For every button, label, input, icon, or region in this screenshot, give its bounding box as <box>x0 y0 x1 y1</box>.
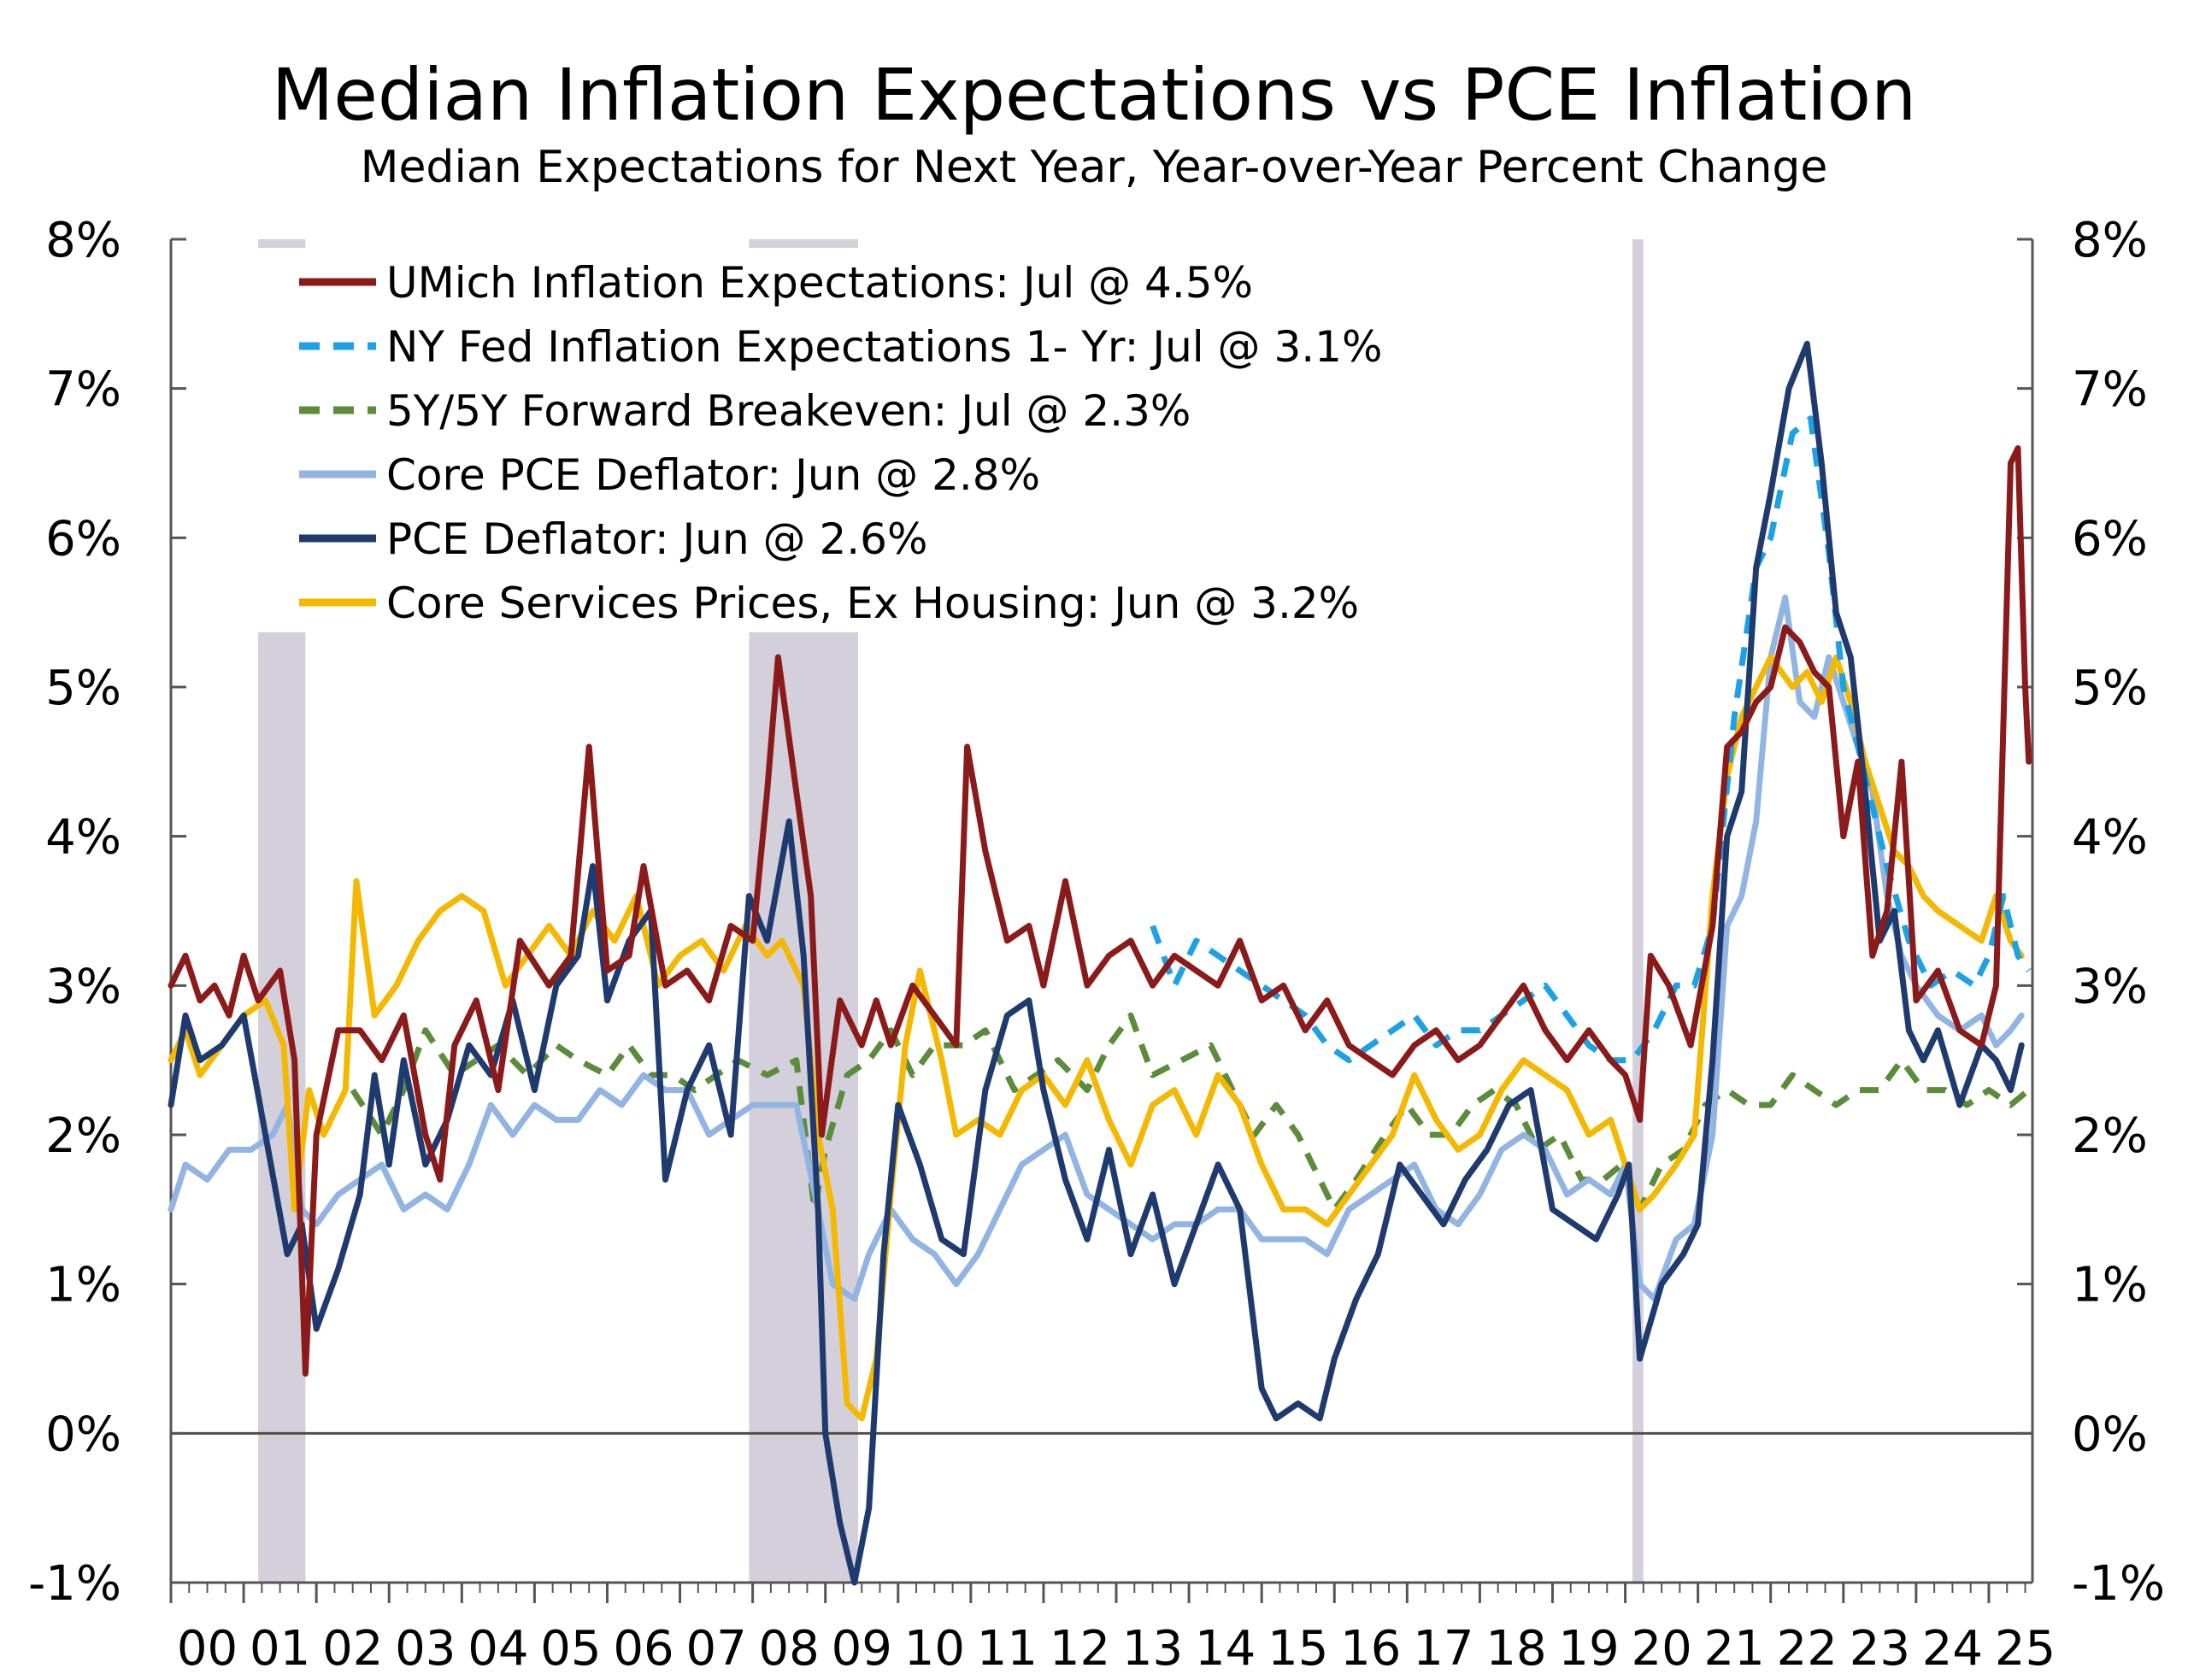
axis-ticks: -1% -1% 0% 0% 1% 1% 2% 2% 3% 3% 4% 4% 5% 5% 6% 6% 7% 7% 8%… <box>28 213 2165 1677</box>
y-tick-label-right: -1% <box>2072 1556 2165 1612</box>
y-tick-label-left: -1% <box>28 1556 121 1612</box>
x-tick-label: 12 <box>1050 1621 1110 1677</box>
x-tick-label: 03 <box>395 1621 456 1677</box>
x-tick-label: 21 <box>1704 1621 1765 1677</box>
x-tick-label: 01 <box>250 1621 310 1677</box>
y-tick-label-left: 5% <box>45 661 121 716</box>
legend-box <box>229 248 1593 632</box>
x-tick-label: 24 <box>1922 1621 1983 1677</box>
x-tick-label: 17 <box>1413 1621 1473 1677</box>
x-tick-label: 05 <box>540 1621 601 1677</box>
x-tick-label: 10 <box>904 1621 965 1677</box>
x-tick-label: 16 <box>1340 1621 1401 1677</box>
x-tick-label: 02 <box>322 1621 383 1677</box>
legend-label-0: UMich Inflation Expectations: Jul @ 4.5% <box>386 258 1253 308</box>
y-tick-label-left: 8% <box>45 213 121 268</box>
x-tick-label: 19 <box>1558 1621 1619 1677</box>
legend-label-2: 5Y/5Y Forward Breakeven: Jul @ 2.3% <box>386 386 1191 436</box>
chart-title: Median Inflation Expectations vs PCE Inf… <box>271 53 1917 137</box>
y-tick-label-left: 6% <box>45 511 121 567</box>
legend-label-5: Core Services Prices, Ex Housing: Jun @ … <box>386 579 1359 628</box>
y-tick-label-left: 0% <box>45 1407 121 1462</box>
x-tick-label: 07 <box>685 1621 746 1677</box>
x-tick-label: 25 <box>1995 1621 2056 1677</box>
y-tick-label-right: 7% <box>2072 362 2148 418</box>
x-tick-label: 00 <box>177 1621 238 1677</box>
series-line-4 <box>168 340 2025 1586</box>
y-tick-label-right: 2% <box>2072 1108 2148 1164</box>
series-line-0 <box>168 445 2032 1377</box>
x-tick-label: 08 <box>759 1621 820 1677</box>
series-lines <box>168 340 2032 1586</box>
x-tick-label: 20 <box>1631 1621 1691 1677</box>
x-tick-label: 14 <box>1195 1621 1256 1677</box>
series-line-1 <box>1150 415 2032 1064</box>
legend-label-1: NY Fed Inflation Expectations 1- Yr: Jul… <box>386 322 1382 372</box>
y-tick-label-right: 6% <box>2072 511 2148 567</box>
x-tick-label: 18 <box>1485 1621 1546 1677</box>
y-tick-label-right: 4% <box>2072 810 2148 866</box>
x-tick-label: 06 <box>613 1621 673 1677</box>
legend: UMich Inflation Expectations: Jul @ 4.5%… <box>229 248 1593 632</box>
y-tick-label-right: 3% <box>2072 959 2148 1014</box>
y-tick-label-left: 3% <box>45 959 121 1014</box>
recession-band-2 <box>1632 239 1644 1583</box>
y-tick-label-left: 4% <box>45 810 121 866</box>
y-tick-label-right: 0% <box>2072 1407 2148 1462</box>
legend-label-3: Core PCE Deflator: Jun @ 2.8% <box>386 450 1040 500</box>
y-tick-label-left: 1% <box>45 1258 121 1313</box>
legend-label-4: PCE Deflator: Jun @ 2.6% <box>386 514 928 564</box>
x-tick-label: 22 <box>1777 1621 1838 1677</box>
x-tick-label: 04 <box>468 1621 528 1677</box>
x-tick-label: 11 <box>977 1621 1038 1677</box>
x-tick-label: 13 <box>1122 1621 1183 1677</box>
plot-frame <box>169 239 2034 1584</box>
y-tick-label-left: 2% <box>45 1108 121 1164</box>
series-line-2 <box>350 1012 2031 1213</box>
y-tick-label-left: 7% <box>45 362 121 418</box>
series-line-5 <box>168 654 2025 1422</box>
y-tick-label-right: 1% <box>2072 1258 2148 1313</box>
y-tick-label-right: 5% <box>2072 661 2148 716</box>
x-tick-label: 15 <box>1268 1621 1328 1677</box>
chart-subtitle: Median Expectations for Next Year, Year-… <box>360 142 1828 193</box>
x-tick-label: 09 <box>832 1621 892 1677</box>
x-tick-label: 23 <box>1850 1621 1910 1677</box>
series-line-3 <box>168 594 2025 1302</box>
y-tick-label-right: 8% <box>2072 213 2148 268</box>
